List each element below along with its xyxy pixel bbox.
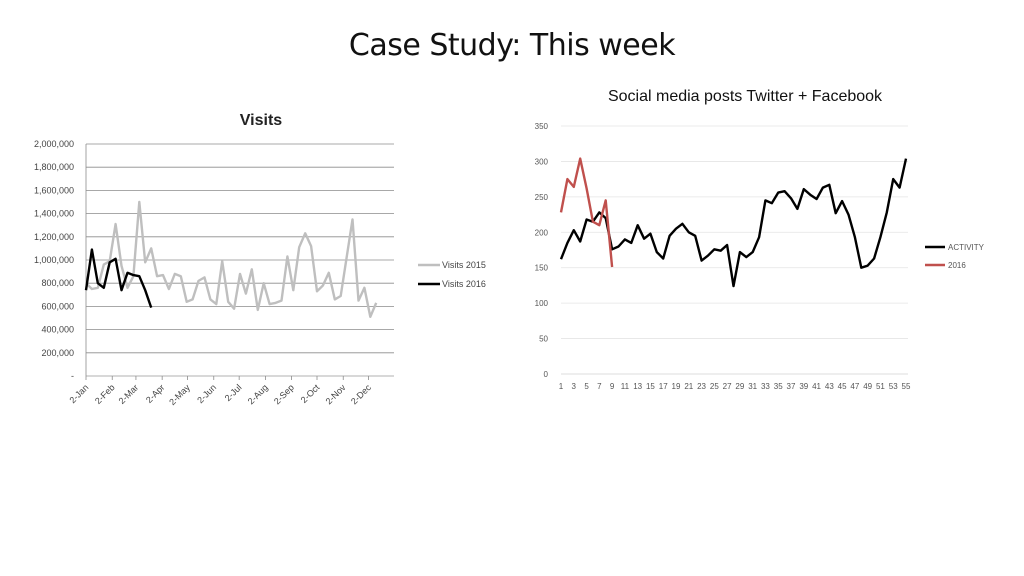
x-tick-label: 15 [646,382,655,391]
x-tick-label: 33 [761,382,770,391]
x-tick-label: 49 [863,382,872,391]
y-tick-label: - [71,371,74,381]
x-tick-label: 7 [597,382,602,391]
x-tick-label: 3 [572,382,577,391]
y-tick-label: 1,200,000 [34,232,74,242]
x-tick-label: 25 [710,382,719,391]
y-tick-label: 200,000 [41,348,74,358]
x-tick-label: 55 [902,382,911,391]
y-tick-label: 300 [535,157,549,166]
x-tick-label: 51 [876,382,885,391]
x-tick-label: 43 [825,382,834,391]
legend-label: ACTIVITY [948,243,985,252]
y-tick-label: 400,000 [41,325,74,335]
x-tick-label: 53 [889,382,898,391]
visits-chart-title: Visits [240,112,283,129]
legend-label: Visits 2015 [442,260,486,270]
y-tick-label: 1,600,000 [34,185,74,195]
x-tick-label: 9 [610,382,615,391]
series-line-visits-2015 [85,200,378,318]
series-line-2016 [559,157,614,268]
x-tick-label: 11 [621,382,630,391]
y-tick-label: 250 [535,193,549,202]
y-tick-label: 200 [535,228,549,237]
x-tick-label: 41 [812,382,821,391]
y-tick-label: 1,000,000 [34,255,74,265]
x-tick-label: 35 [774,382,783,391]
x-tick-label: 5 [584,382,589,391]
y-tick-label: 100 [535,299,549,308]
y-tick-label: 350 [535,122,549,131]
x-tick-label: 19 [672,382,681,391]
series-line-visits-2016 [84,248,153,308]
series-line-activity [559,158,908,288]
x-tick-label: 1 [559,382,564,391]
y-tick-label: 50 [539,335,548,344]
legend-label: 2016 [948,261,966,270]
x-tick-label: 27 [723,382,732,391]
x-tick-label: 45 [838,382,847,391]
x-tick-label: 37 [787,382,796,391]
x-tick-label: 47 [850,382,859,391]
x-tick-label: 13 [633,382,642,391]
x-tick-label: 23 [697,382,706,391]
legend-label: Visits 2016 [442,279,486,289]
y-tick-label: 1,400,000 [34,209,74,219]
y-tick-label: 800,000 [41,278,74,288]
x-tick-label: 31 [748,382,757,391]
x-tick-label: 21 [684,382,693,391]
y-tick-label: 150 [535,264,549,273]
x-tick-label: 17 [659,382,668,391]
y-tick-label: 2,000,000 [34,139,74,149]
y-tick-label: 600,000 [41,301,74,311]
social-chart-title: Social media posts Twitter + Facebook [608,88,883,105]
x-tick-label: 29 [735,382,744,391]
y-tick-label: 0 [544,370,549,379]
slide-title: Case Study: This week [348,28,676,63]
x-tick-label: 39 [799,382,808,391]
y-tick-label: 1,800,000 [34,162,74,172]
